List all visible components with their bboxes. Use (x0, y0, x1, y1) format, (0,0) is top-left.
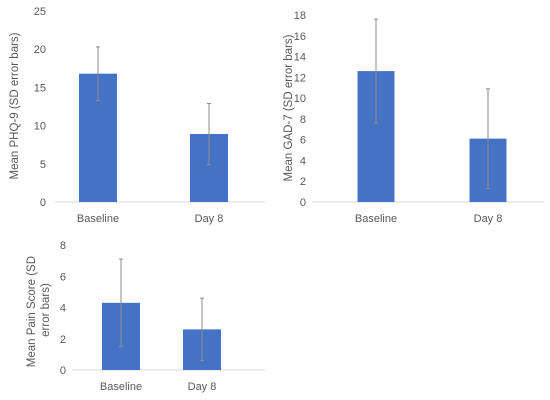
phq9-x-ticks: Baseline Day 8 (77, 213, 223, 225)
pain-x-tick-label-day8: Day 8 (188, 381, 217, 393)
phq9-y-tick-label: 20 (34, 44, 46, 56)
pain-y-axis-title: Mean Pain Score (SD error bars) (26, 253, 52, 367)
pain-y-tick-label: 8 (60, 240, 66, 252)
gad7-y-tick-label: 14 (294, 52, 306, 64)
phq9-y-tick-label: 10 (34, 121, 46, 133)
phq9-y-tick-label: 5 (40, 159, 46, 171)
pain-y-ticks: 0 2 4 6 8 (60, 240, 66, 377)
gad7-y-tick-label: 8 (300, 114, 306, 126)
phq9-y-tick-label: 15 (34, 82, 46, 94)
pain-y-tick-label: 2 (60, 334, 66, 346)
phq9-chart-panel: Mean PHQ-9 (SD error bars) 0 5 10 15 20 25 Ba… (0, 0, 270, 232)
phq9-bars (79, 73, 228, 202)
gad7-y-axis-title: Mean GAD-7 (SD error bars) (283, 34, 295, 181)
pain-y-axis-title-line-1: Mean Pain Score (SD (26, 256, 38, 367)
gad7-y-tick-label: 6 (300, 135, 306, 147)
pain-x-ticks: Baseline Day 8 (100, 381, 216, 393)
pain-y-tick-label: 4 (60, 303, 66, 315)
pain-x-tick-label-baseline: Baseline (100, 381, 142, 393)
pain-error-bar-day8 (200, 297, 204, 362)
pain-chart: Mean Pain Score (SD error bars) 0 2 4 6 8 Ba… (26, 240, 265, 393)
phq9-error-bars (96, 46, 211, 166)
phq9-x-tick-label-baseline: Baseline (77, 213, 119, 225)
gad7-x-tick-label-day8: Day 8 (474, 213, 503, 225)
phq9-y-tick-label: 25 (34, 6, 46, 18)
gad7-x-ticks: Baseline Day 8 (355, 213, 502, 225)
gad7-error-bar-baseline (374, 18, 378, 124)
phq9-y-ticks: 0 5 10 15 20 25 (34, 6, 46, 209)
gad7-y-tick-label: 16 (294, 31, 306, 43)
gad7-chart-panel: Mean GAD-7 (SD error bars) 0 2 4 6 8 10 12 14 16… (272, 0, 550, 232)
gad7-y-tick-label: 18 (294, 10, 306, 22)
gad7-y-tick-label: 2 (300, 176, 306, 188)
phq9-y-tick-label: 0 (40, 197, 46, 209)
pain-y-tick-label: 0 (60, 365, 66, 377)
phq9-error-bar-baseline (96, 46, 100, 101)
gad7-y-ticks: 0 2 4 6 8 10 12 14 16 18 (294, 10, 306, 209)
pain-error-bar-baseline (119, 258, 123, 348)
gad7-y-tick-label: 0 (300, 197, 306, 209)
pain-y-tick-label: 6 (60, 271, 66, 283)
gad7-bars (357, 71, 507, 202)
gad7-x-tick-label-baseline: Baseline (355, 213, 397, 225)
gad7-y-tick-label: 10 (294, 93, 306, 105)
gad7-y-tick-label: 4 (300, 155, 306, 167)
phq9-chart: Mean PHQ-9 (SD error bars) 0 5 10 15 20 25 Ba… (9, 6, 265, 225)
phq9-x-tick-label-day8: Day 8 (195, 213, 224, 225)
gad7-error-bar-day8 (486, 88, 490, 189)
pain-error-bars (119, 258, 204, 362)
gad7-error-bars (374, 18, 490, 189)
gad7-y-tick-label: 12 (294, 72, 306, 84)
phq9-error-bar-day8 (207, 102, 211, 166)
pain-bars (102, 302, 221, 370)
pain-chart-panel: Mean Pain Score (SD error bars) 0 2 4 6 8 Ba… (0, 234, 270, 400)
phq9-y-axis-title: Mean PHQ-9 (SD error bars) (9, 32, 21, 179)
pain-y-axis-title-line-2: error bars) (40, 283, 52, 337)
gad7-chart: Mean GAD-7 (SD error bars) 0 2 4 6 8 10 12 14 16… (283, 10, 544, 225)
